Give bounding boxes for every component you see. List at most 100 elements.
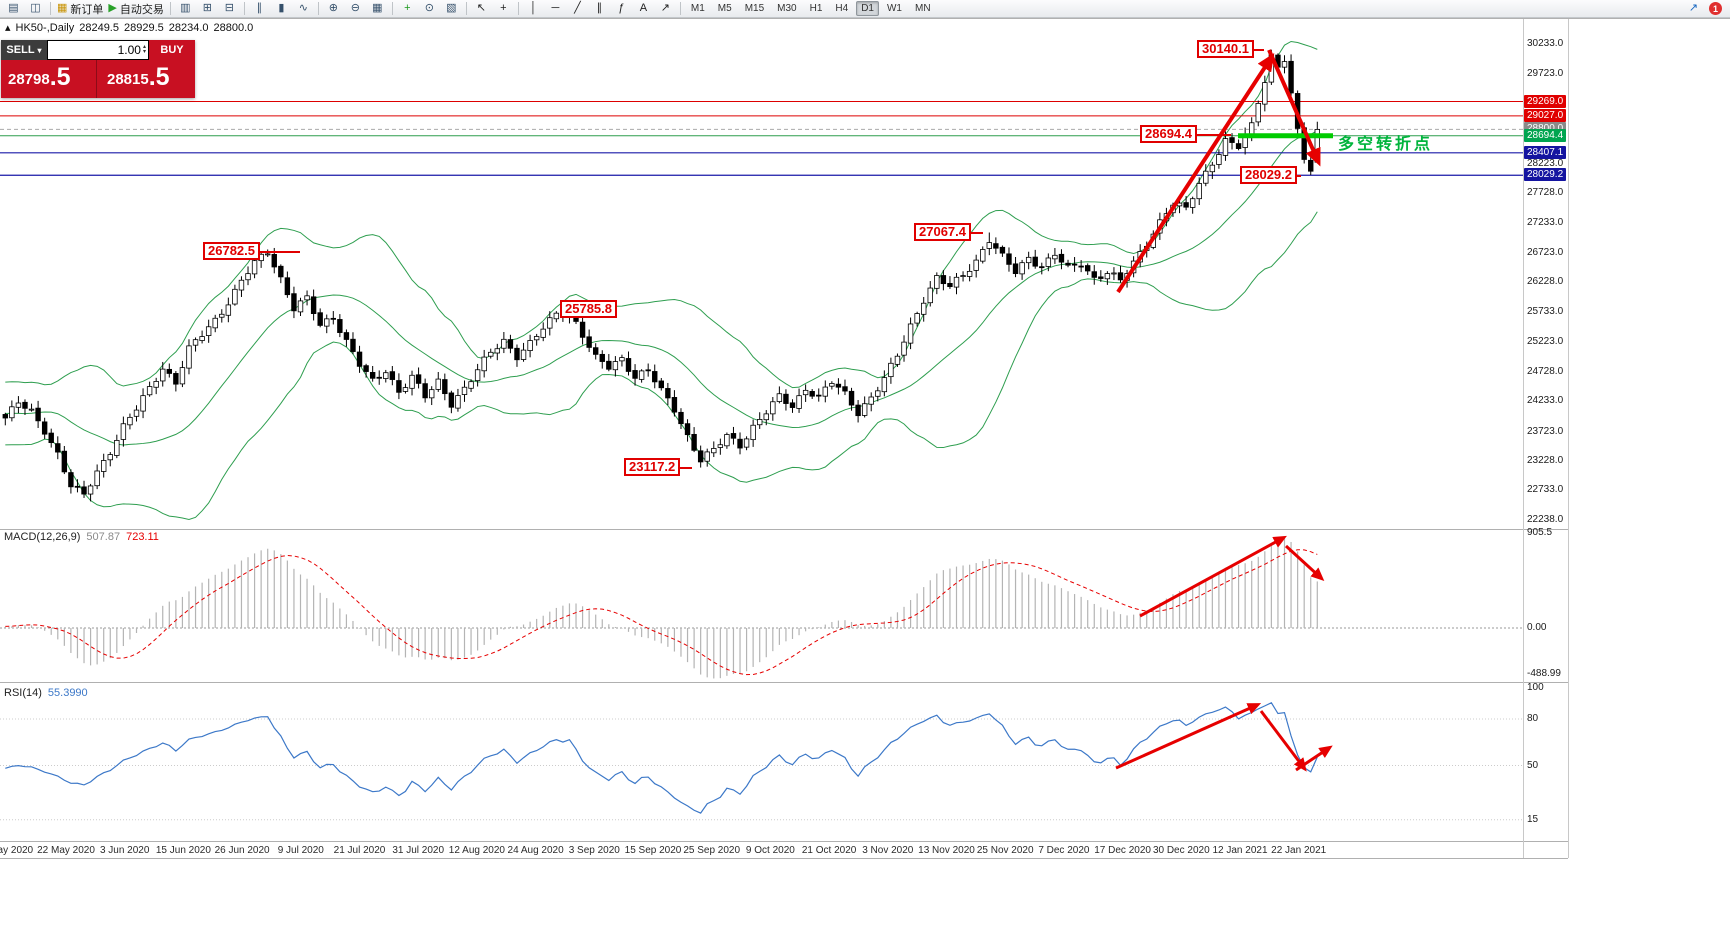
zoom-out-icon[interactable]: ⊖ [345, 1, 366, 16]
low-value: 28234.0 [168, 22, 209, 34]
navigator-icon[interactable]: ⊟ [219, 1, 240, 16]
candlestick-chart-icon[interactable]: ▮ [271, 1, 292, 16]
buy-label: BUY [160, 44, 184, 56]
rsi-value: 55.3990 [47, 687, 88, 699]
toolbar-separator [679, 2, 681, 15]
one-click-trading-panel[interactable]: SELL ▾ 1.00 ▴ ▾ BUY 28798 .5 28815 .5 [1, 40, 195, 98]
toolbar-separator [465, 2, 467, 15]
candlestick-chart-icon: ▮ [278, 2, 285, 14]
timeframe-d1[interactable]: D1 [856, 1, 879, 16]
sell-label: SELL [6, 44, 35, 56]
timeframe-m5[interactable]: M5 [717, 3, 732, 14]
macd-value: 507.87 [86, 531, 121, 543]
new-order-button[interactable]: ▦ 新订单 [55, 1, 105, 16]
periods-icon[interactable]: ⊙ [419, 1, 440, 16]
time-axis[interactable] [0, 841, 1523, 859]
horizontal-line-icon: ─ [551, 2, 560, 14]
toolbar-separator [243, 2, 245, 15]
price-axis[interactable] [1523, 18, 1568, 841]
autotrade-button-label: 自动交易 [119, 3, 164, 16]
timeframe-m15[interactable]: M15 [744, 3, 765, 14]
line-chart-icon[interactable]: ∿ [293, 1, 314, 16]
trendline-icon[interactable]: ╱ [567, 1, 588, 16]
panel-collapse-icon[interactable]: ▴ [5, 22, 11, 34]
sell-button[interactable]: SELL ▾ [1, 40, 47, 60]
profiles-icon: ◫ [30, 2, 41, 14]
macd-name: MACD(12,26,9) [4, 531, 81, 543]
bar-chart-icon[interactable]: ∥ [249, 1, 270, 16]
new-chart-icon[interactable]: ▤ [3, 1, 24, 16]
high-value: 28929.5 [123, 22, 164, 34]
toolbar-separator [517, 2, 519, 15]
volume-input[interactable]: 1.00 ▴ ▾ [48, 41, 148, 59]
autotrade-button: ▶ [108, 2, 117, 14]
arrow-tool-icon: ↗ [660, 2, 670, 14]
line-chart-icon: ∿ [298, 2, 308, 14]
fibonacci-icon: ƒ [618, 2, 625, 14]
rsi-name: RSI(14) [4, 687, 42, 699]
channel-icon[interactable]: ∥ [589, 1, 610, 16]
news-icon: ↗ [1688, 2, 1699, 14]
autotrade-button[interactable]: ▶ 自动交易 [106, 1, 165, 16]
sell-price[interactable]: 28798 .5 [1, 60, 96, 98]
timeframe-h4[interactable]: H4 [835, 3, 849, 14]
fibonacci-icon[interactable]: ƒ [611, 1, 632, 16]
timeframe-mn[interactable]: MN [914, 3, 931, 14]
toolbar-separator [317, 2, 319, 15]
toolbar: ▤ ◫ ▦ 新订单 ▶ 自动交易 ▥ ⊞ ⊟ ∥ ▮ ∿ ⊕ ⊖ ▦ + ⊙ ▧ ↖ + │ ─ ╱ ∥ ƒ A ↗ M1 M5 M15 M… [0, 0, 1730, 18]
new-order-button-label: 新订单 [70, 3, 104, 16]
volume-stepper[interactable]: ▴ ▾ [142, 44, 146, 55]
toolbar-separator [50, 2, 51, 15]
stepper-up-icon[interactable]: ▴ [142, 44, 146, 50]
new-chart-icon: ▤ [8, 2, 19, 14]
arrow-tool-icon[interactable]: ↗ [655, 1, 676, 16]
channel-icon: ∥ [596, 2, 603, 14]
zoom-in-icon: ⊕ [328, 2, 338, 14]
grid-icon: ▦ [372, 2, 383, 14]
vertical-line-icon[interactable]: │ [523, 1, 544, 16]
trade-panel-prices: 28798 .5 28815 .5 [1, 60, 195, 98]
cursor-icon[interactable]: ↖ [471, 1, 492, 16]
market-watch-icon[interactable]: ▥ [175, 1, 196, 16]
indicators-icon[interactable]: + [397, 1, 418, 16]
timeframe-m30[interactable]: M30 [777, 3, 797, 14]
timeframe-h1[interactable]: H1 [809, 3, 823, 14]
sell-dropdown-icon[interactable]: ▾ [37, 45, 42, 55]
data-window-icon[interactable]: ⊞ [197, 1, 218, 16]
timeframe-m1[interactable]: M1 [690, 3, 705, 14]
navigator-icon: ⊟ [224, 2, 234, 14]
volume-value: 1.00 [117, 43, 141, 57]
trade-panel-controls: SELL ▾ 1.00 ▴ ▾ BUY [1, 40, 195, 60]
toolbar-separator [391, 2, 393, 15]
crosshair-icon[interactable]: + [493, 1, 514, 16]
close-value: 28800.0 [213, 22, 254, 34]
horizontal-line-icon[interactable]: ─ [545, 1, 566, 16]
data-window-icon: ⊞ [202, 2, 212, 14]
timeframe-w1[interactable]: W1 [886, 3, 902, 14]
toolbar-separator [169, 2, 171, 15]
templates-icon[interactable]: ▧ [441, 1, 462, 16]
crosshair-icon: + [500, 2, 507, 14]
macd-indicator-label: MACD(12,26,9) 507.87 723.11 [4, 531, 165, 543]
grid-icon[interactable]: ▦ [367, 1, 388, 16]
buy-button[interactable]: BUY [149, 40, 195, 60]
news-icon[interactable]: ↗ [1683, 1, 1704, 16]
new-order-button: ▦ [57, 2, 68, 14]
stepper-down-icon[interactable]: ▾ [142, 49, 146, 55]
open-value: 28249.5 [79, 22, 119, 34]
market-watch-icon: ▥ [180, 2, 191, 14]
profiles-icon[interactable]: ◫ [25, 1, 46, 16]
trendline-icon: ╱ [574, 2, 581, 14]
indicators-icon: + [404, 2, 411, 14]
notification-badge[interactable]: 1 [1709, 2, 1722, 15]
zoom-in-icon[interactable]: ⊕ [323, 1, 344, 16]
toolbar-right-icons: ↗ 1 [1683, 1, 1727, 16]
sell-price-main: 28798 [8, 70, 50, 88]
periods-icon: ⊙ [424, 2, 434, 14]
cursor-icon: ↖ [476, 2, 486, 14]
buy-price[interactable]: 28815 .5 [96, 60, 195, 98]
text-icon[interactable]: A [633, 1, 654, 16]
macd-signal-value: 723.11 [126, 531, 159, 543]
text-icon: A [639, 2, 648, 14]
